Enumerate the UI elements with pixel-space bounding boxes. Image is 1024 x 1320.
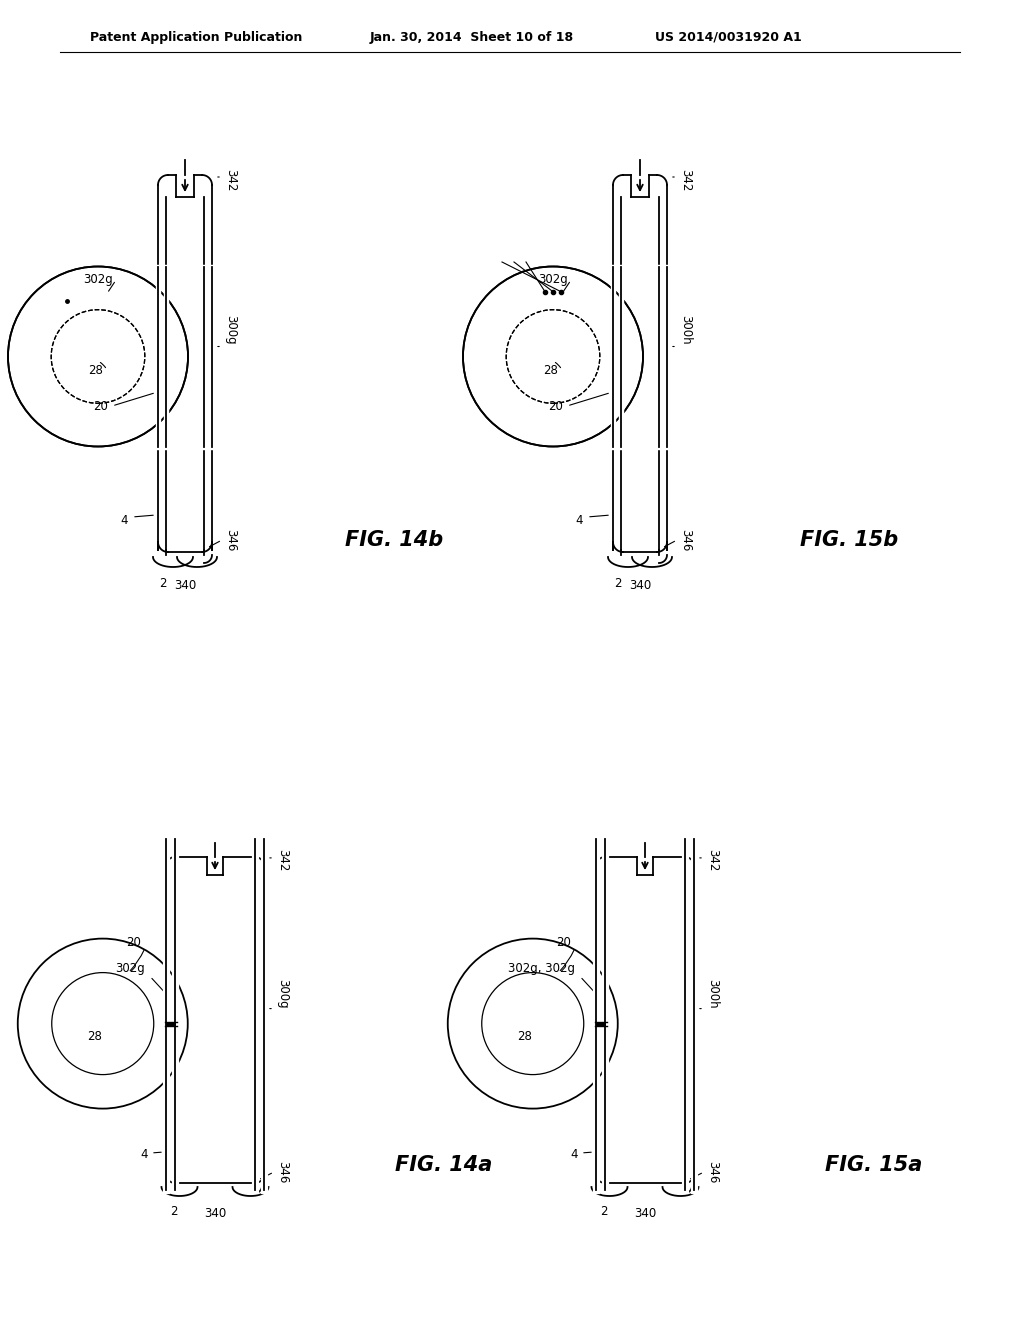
Text: 300g: 300g bbox=[224, 314, 237, 345]
Text: FIG. 14b: FIG. 14b bbox=[345, 531, 443, 550]
Text: 20: 20 bbox=[556, 936, 571, 949]
Text: 28: 28 bbox=[543, 363, 558, 376]
Text: 346: 346 bbox=[276, 1160, 289, 1183]
Text: 342: 342 bbox=[224, 169, 237, 191]
Text: FIG. 15b: FIG. 15b bbox=[800, 531, 898, 550]
Text: 302g: 302g bbox=[83, 273, 113, 286]
Text: 346: 346 bbox=[224, 529, 237, 552]
Bar bbox=[166, 1022, 176, 1026]
Text: Patent Application Publication: Patent Application Publication bbox=[90, 30, 302, 44]
Text: 28: 28 bbox=[517, 1030, 531, 1043]
Text: 302g, 302g: 302g, 302g bbox=[508, 962, 575, 975]
Text: 342: 342 bbox=[679, 169, 692, 191]
Text: 346: 346 bbox=[706, 1160, 719, 1183]
Text: 28: 28 bbox=[87, 1030, 101, 1043]
Text: 20: 20 bbox=[126, 936, 141, 949]
Text: 20: 20 bbox=[93, 400, 108, 412]
Text: 346: 346 bbox=[679, 529, 692, 552]
Text: 2: 2 bbox=[160, 577, 167, 590]
Circle shape bbox=[463, 267, 643, 446]
Text: FIG. 14a: FIG. 14a bbox=[395, 1155, 493, 1175]
Text: 340: 340 bbox=[204, 1206, 226, 1220]
Text: 340: 340 bbox=[629, 579, 651, 591]
Text: 340: 340 bbox=[174, 579, 197, 591]
Text: FIG. 15a: FIG. 15a bbox=[825, 1155, 923, 1175]
Text: 4: 4 bbox=[121, 513, 128, 527]
Text: 302g: 302g bbox=[539, 273, 568, 286]
Text: US 2014/0031920 A1: US 2014/0031920 A1 bbox=[655, 30, 802, 44]
Bar bbox=[596, 1022, 606, 1026]
Text: 4: 4 bbox=[140, 1148, 148, 1162]
Text: 2: 2 bbox=[614, 577, 622, 590]
Circle shape bbox=[8, 267, 188, 446]
Text: 342: 342 bbox=[706, 849, 719, 871]
Text: 20: 20 bbox=[548, 400, 563, 412]
Text: 300h: 300h bbox=[679, 314, 692, 345]
Text: Jan. 30, 2014  Sheet 10 of 18: Jan. 30, 2014 Sheet 10 of 18 bbox=[370, 30, 574, 44]
Text: 302g: 302g bbox=[116, 962, 145, 975]
Text: 28: 28 bbox=[88, 363, 103, 376]
Text: 4: 4 bbox=[570, 1148, 578, 1162]
Circle shape bbox=[447, 939, 617, 1109]
Text: 340: 340 bbox=[634, 1206, 656, 1220]
Text: 300g: 300g bbox=[276, 979, 289, 1008]
Text: 4: 4 bbox=[575, 513, 583, 527]
Text: 300h: 300h bbox=[706, 979, 719, 1008]
Circle shape bbox=[17, 939, 187, 1109]
Text: 2: 2 bbox=[170, 1205, 178, 1218]
Text: 342: 342 bbox=[276, 849, 289, 871]
Text: 2: 2 bbox=[600, 1205, 608, 1218]
